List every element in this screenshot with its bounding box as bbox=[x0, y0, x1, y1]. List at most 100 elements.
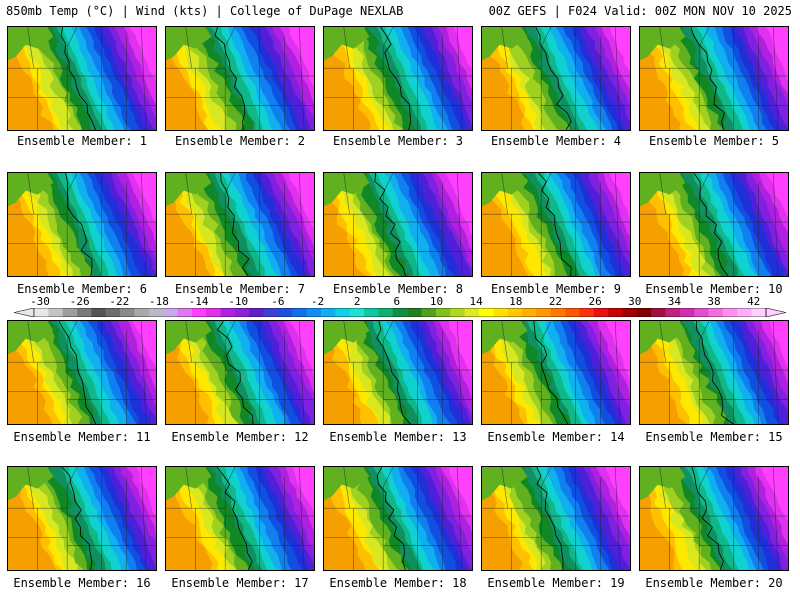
colorbar-swatch bbox=[321, 308, 336, 317]
temperature-field-map bbox=[640, 321, 788, 424]
ensemble-map-panel bbox=[165, 466, 315, 571]
colorbar-swatch bbox=[206, 308, 221, 317]
colorbar-tick-label: -22 bbox=[109, 295, 130, 308]
temperature-field-map bbox=[482, 27, 630, 130]
colorbar-swatch bbox=[105, 308, 121, 317]
chart-title-left: 850mb Temp (°C) | Wind (kts) | College o… bbox=[6, 4, 404, 18]
colorbar-swatch bbox=[565, 308, 580, 317]
colorbar-tick-label: 30 bbox=[628, 295, 642, 308]
temperature-field-map bbox=[482, 173, 630, 276]
temperature-field-map bbox=[640, 467, 788, 570]
colorbar-tick-label: -30 bbox=[30, 295, 50, 308]
ensemble-map-panel bbox=[323, 26, 473, 131]
temperature-field-map bbox=[324, 173, 472, 276]
temperature-field-map bbox=[482, 467, 630, 570]
colorbar-tick-label: 38 bbox=[707, 295, 721, 308]
ensemble-map-panel bbox=[7, 172, 157, 277]
colorbar-tick-label: 6 bbox=[393, 295, 401, 308]
colorbar-swatch bbox=[478, 308, 494, 317]
ensemble-map-panel bbox=[481, 172, 631, 277]
colorbar-swatch bbox=[593, 308, 609, 317]
colorbar-swatch bbox=[378, 308, 394, 317]
colorbar-swatch bbox=[608, 308, 623, 317]
temperature-field-map bbox=[324, 321, 472, 424]
colorbar-swatch bbox=[679, 308, 695, 317]
colorbar-swatch bbox=[507, 308, 523, 317]
chart-title-right: 00Z GEFS | F024 Valid: 00Z MON NOV 10 20… bbox=[488, 4, 792, 18]
colorbar-tick-label: -18 bbox=[149, 295, 169, 308]
ensemble-map-panel bbox=[481, 320, 631, 425]
colorbar-min-arrow bbox=[14, 308, 35, 317]
colorbar-swatch bbox=[651, 308, 666, 317]
ensemble-map-panel bbox=[323, 466, 473, 571]
colorbar-tick-label: 14 bbox=[469, 295, 483, 308]
temperature-field-map bbox=[166, 321, 314, 424]
colorbar-swatch bbox=[450, 308, 465, 317]
colorbar-swatch bbox=[48, 308, 63, 317]
colorbar-swatch bbox=[120, 308, 135, 317]
colorbar-swatch bbox=[493, 308, 508, 317]
ensemble-member-label: Ensemble Member: 15 bbox=[645, 430, 783, 444]
colorbar-swatch bbox=[392, 308, 408, 317]
ensemble-member-label: Ensemble Member: 1 bbox=[16, 134, 148, 148]
colorbar-swatch bbox=[249, 308, 264, 317]
colorbar-swatch bbox=[335, 308, 351, 317]
ensemble-member-label: Ensemble Member: 3 bbox=[332, 134, 464, 148]
ensemble-map-panel bbox=[639, 466, 789, 571]
ensemble-map-panel bbox=[7, 466, 157, 571]
colorbar-tick-label: -14 bbox=[188, 295, 209, 308]
colorbar-tick-label: 22 bbox=[548, 295, 563, 308]
ensemble-member-label: Ensemble Member: 9 bbox=[490, 282, 622, 296]
temperature-field-map bbox=[8, 27, 156, 130]
colorbar-swatch bbox=[163, 308, 178, 317]
temperature-field-map bbox=[482, 321, 630, 424]
colorbar-tick-label: 42 bbox=[747, 295, 761, 308]
colorbar-labels: -30 -26 -22 -18 -14 -10 -6 -2 2 6 10 14 18 22 26 30 34 38… bbox=[30, 295, 766, 308]
colorbar-swatch bbox=[220, 308, 236, 317]
temperature-field-map bbox=[166, 27, 314, 130]
colorbar-swatch bbox=[722, 308, 738, 317]
ensemble-member-label: Ensemble Member: 19 bbox=[487, 576, 625, 590]
colorbar-swatch bbox=[522, 308, 537, 317]
colorbar-swatch bbox=[435, 308, 451, 317]
colorbar-swatch bbox=[177, 308, 193, 317]
colorbar-swatch bbox=[550, 308, 566, 317]
colorbar-max-arrow bbox=[765, 308, 786, 317]
colorbar-swatch bbox=[234, 308, 250, 317]
ensemble-member-label: Ensemble Member: 5 bbox=[648, 134, 780, 148]
ensemble-map-panel bbox=[323, 320, 473, 425]
ensemble-map-panel bbox=[323, 172, 473, 277]
ensemble-member-label: Ensemble Member: 2 bbox=[174, 134, 306, 148]
colorbar-swatch bbox=[91, 308, 107, 317]
ensemble-member-label: Ensemble Member: 8 bbox=[332, 282, 464, 296]
colorbar-swatch bbox=[737, 308, 752, 317]
colorbar-swatch bbox=[77, 308, 92, 317]
colorbar-tick-label: 34 bbox=[667, 295, 682, 308]
ensemble-member-label: Ensemble Member: 17 bbox=[171, 576, 309, 590]
ensemble-member-label: Ensemble Member: 11 bbox=[13, 430, 151, 444]
colorbar-swatch bbox=[191, 308, 207, 317]
ensemble-member-label: Ensemble Member: 14 bbox=[487, 430, 625, 444]
ensemble-map-panel bbox=[7, 26, 157, 131]
ensemble-member-label: Ensemble Member: 20 bbox=[645, 576, 783, 590]
colorbar-tick-label: 10 bbox=[429, 295, 444, 308]
ensemble-member-label: Ensemble Member: 13 bbox=[329, 430, 467, 444]
ensemble-member-label: Ensemble Member: 18 bbox=[329, 576, 467, 590]
ensemble-map-panel bbox=[165, 320, 315, 425]
colorbar-swatches bbox=[14, 308, 786, 317]
colorbar-swatch bbox=[62, 308, 78, 317]
colorbar-swatch bbox=[751, 308, 767, 317]
ensemble-map-panel bbox=[481, 466, 631, 571]
colorbar-swatch bbox=[622, 308, 638, 317]
colorbar-tick-label: -26 bbox=[69, 295, 90, 308]
ensemble-map-panel bbox=[639, 172, 789, 277]
colorbar-swatch bbox=[278, 308, 293, 317]
colorbar-swatch bbox=[292, 308, 307, 317]
colorbar-swatch bbox=[34, 308, 49, 317]
colorbar-swatch bbox=[536, 308, 551, 317]
ensemble-member-label: Ensemble Member: 10 bbox=[645, 282, 783, 296]
ensemble-map-panel bbox=[639, 320, 789, 425]
colorbar-tick-label: 2 bbox=[353, 295, 361, 308]
ensemble-member-label: Ensemble Member: 7 bbox=[174, 282, 306, 296]
colorbar-swatch bbox=[349, 308, 365, 317]
